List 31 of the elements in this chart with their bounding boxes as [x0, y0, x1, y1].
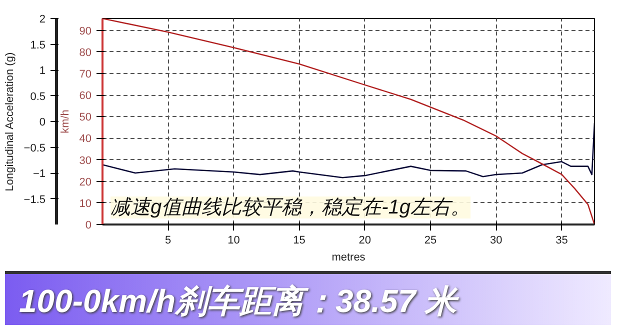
y2-axis-title: km/h — [59, 110, 72, 134]
y-tick-label: −0.5 — [24, 142, 46, 154]
y2-tick-label: 60 — [79, 90, 92, 102]
x-tick-label: 15 — [293, 234, 306, 246]
y2-tick-label: 40 — [79, 133, 92, 146]
y2-tick-label: 70 — [79, 68, 92, 81]
y-tick-label: −1 — [32, 168, 46, 180]
y-tick-label: −1.5 — [24, 194, 46, 206]
y2-tick-label: 0 — [85, 220, 92, 232]
y2-tick-label: 10 — [79, 198, 92, 210]
x-axis-title: metres — [332, 252, 366, 264]
y2-tick-label: 30 — [79, 154, 92, 167]
x-tick-label: 10 — [228, 234, 240, 246]
y-tick-label: 1.5 — [30, 39, 46, 52]
y-tick-label: 0.5 — [30, 90, 46, 103]
text: 100-0km/h刹车距离：38.57 米 — [5, 271, 611, 325]
annotation: 减速g值曲线比较平稳，稳定在-1g左右。 — [110, 196, 471, 218]
x-tick-label: 5 — [165, 234, 172, 246]
y-tick-label: 1 — [39, 65, 46, 77]
x-tick-label: 25 — [424, 234, 437, 246]
x-tick-label: 20 — [358, 234, 372, 246]
y2-tick-label: 50 — [79, 112, 92, 124]
line-series — [102, 122, 594, 178]
y-tick-label: 2 — [39, 14, 46, 26]
y-axis-title: Longitudinal Acceleration (g) — [4, 52, 16, 192]
y-tick-label: 0 — [39, 116, 46, 128]
x-tick-label: 30 — [490, 234, 502, 246]
y2-tick-label: 80 — [79, 46, 92, 59]
x-tick-label: 35 — [556, 234, 568, 246]
y2-tick-label: 20 — [79, 176, 92, 188]
y2-tick-label: 90 — [79, 25, 92, 38]
